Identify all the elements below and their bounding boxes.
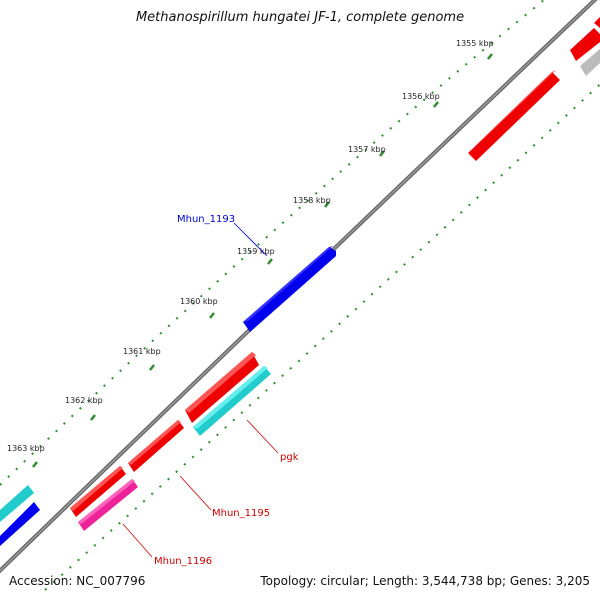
gene-reverse-top[interactable]	[468, 17, 600, 161]
gene-labels: Mhun_1193 pgk Mhun_1195 Mhun_1196	[122, 214, 299, 567]
gene-features[interactable]	[0, 17, 600, 546]
outer-tick-ring	[0, 0, 546, 486]
gene-label-pgk: pgk	[280, 452, 299, 463]
tick-label: 1358 kbp	[293, 196, 331, 205]
tick-label: 1362 kbp	[65, 396, 103, 405]
accession-text: Accession: NC_007796	[9, 574, 146, 588]
gene-label-mhun-1196: Mhun_1196	[154, 556, 212, 567]
gene-label-mhun-1193: Mhun_1193	[177, 214, 235, 225]
inner-tick-ring	[44, 82, 600, 591]
tick-label: 1361 kbp	[123, 347, 161, 356]
tick-label: 1357 kbp	[348, 145, 386, 154]
leader-line	[246, 419, 279, 454]
gene-pgk[interactable]	[193, 366, 271, 436]
gene-mhun-1196[interactable]	[78, 479, 138, 531]
tick-labels: 1355 kbp 1356 kbp 1357 kbp 1358 kbp 1359…	[7, 39, 494, 453]
tick-label: 1360 kbp	[180, 297, 218, 306]
major-ticks	[32, 53, 493, 468]
leader-line	[122, 523, 153, 558]
tick-label: 1355 kbp	[456, 39, 494, 48]
tick-label: 1359 kbp	[237, 247, 275, 256]
leader-line	[233, 222, 268, 257]
gene-label-mhun-1195: Mhun_1195	[212, 508, 270, 519]
gene-left-edge[interactable]	[0, 485, 40, 546]
leader-line	[179, 475, 212, 511]
gene-mhun-1193[interactable]	[243, 246, 336, 332]
tick-label: 1363 kbp	[7, 444, 45, 453]
gene-reverse-mid[interactable]	[70, 352, 259, 517]
genome-summary-text: Topology: circular; Length: 3,544,738 bp…	[260, 574, 590, 588]
map-title: Methanospirillum hungatei JF-1, complete…	[135, 10, 465, 25]
tick-label: 1356 kbp	[402, 92, 440, 101]
